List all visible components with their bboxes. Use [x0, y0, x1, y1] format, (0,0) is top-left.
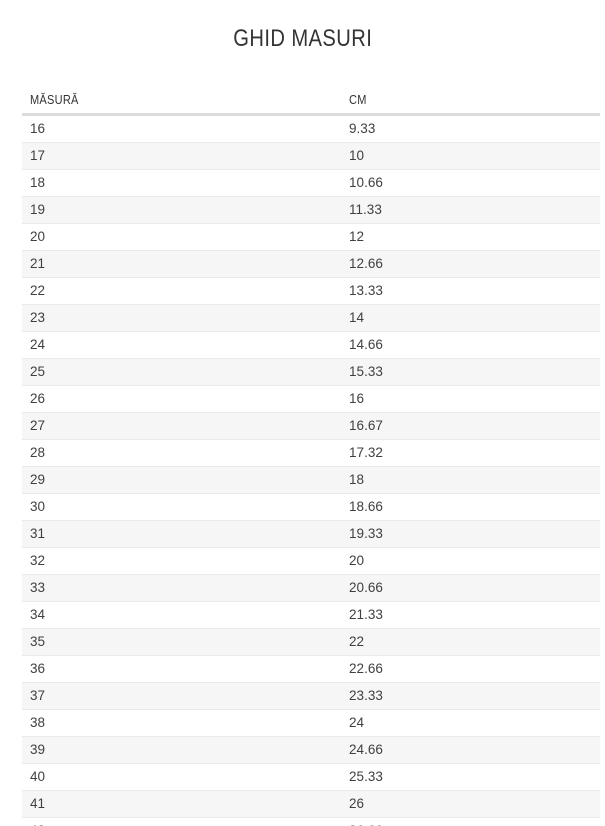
- cm-cell: 20: [341, 547, 600, 575]
- table-row: 18 10.66: [22, 169, 600, 197]
- header-row: MĂSURĂ CM: [22, 89, 600, 116]
- size-cell: 18: [22, 169, 342, 197]
- size-cell: 23: [22, 304, 342, 332]
- table-row: 31 19.33: [22, 520, 600, 548]
- size-cell: 41: [22, 790, 342, 818]
- table-row: 34 21.33: [22, 601, 600, 629]
- size-cell: 24: [22, 331, 342, 359]
- size-cell: 38: [22, 709, 342, 737]
- cm-cell: 10.66: [341, 169, 600, 197]
- size-cell: 20: [22, 223, 342, 251]
- size-table-body: 16 9.33 17 10 18 10.66 19 11.33 20 12 21 12.66 22 13.…: [22, 114, 600, 826]
- page-title-text: GHID MASURI: [232, 25, 373, 52]
- size-cell: 42: [22, 817, 342, 826]
- cm-cell: 25.33: [341, 763, 600, 791]
- table-row: 29 18: [22, 466, 600, 494]
- size-table: MĂSURĂ CM 16 9.33 17 10 18 10.66 19 11.33 20 12 21…: [22, 89, 600, 826]
- size-cell: 34: [22, 601, 342, 629]
- size-cell: 21: [22, 250, 342, 278]
- size-cell: 31: [22, 520, 342, 548]
- size-cell: 32: [22, 547, 342, 575]
- table-row: 39 24.66: [22, 736, 600, 764]
- column-header-cm: CM: [341, 89, 600, 116]
- table-row: 32 20: [22, 547, 600, 575]
- size-cell: 37: [22, 682, 342, 710]
- size-cell: 26: [22, 385, 342, 413]
- table-row: 38 24: [22, 709, 600, 737]
- size-cell: 28: [22, 439, 342, 467]
- cm-cell: 24.66: [341, 736, 600, 764]
- cm-cell: 14: [341, 304, 600, 332]
- cm-cell: 10: [341, 142, 600, 170]
- table-row: 19 11.33: [22, 196, 600, 224]
- size-cell: 19: [22, 196, 342, 224]
- size-table-header: MĂSURĂ CM: [22, 89, 600, 116]
- table-row: 30 18.66: [22, 493, 600, 521]
- cm-cell: 13.33: [341, 277, 600, 305]
- size-cell: 30: [22, 493, 342, 521]
- size-cell: 27: [22, 412, 342, 440]
- size-cell: 40: [22, 763, 342, 791]
- table-row: 24 14.66: [22, 331, 600, 359]
- table-row: 25 15.33: [22, 358, 600, 386]
- size-cell: 33: [22, 574, 342, 602]
- table-row: 41 26: [22, 790, 600, 818]
- table-row: 27 16.67: [22, 412, 600, 440]
- table-row: 33 20.66: [22, 574, 600, 602]
- table-row: 23 14: [22, 304, 600, 332]
- cm-cell: 16: [341, 385, 600, 413]
- size-cell: 25: [22, 358, 342, 386]
- cm-cell: 16.67: [341, 412, 600, 440]
- table-row: 35 22: [22, 628, 600, 656]
- cm-cell: 24: [341, 709, 600, 737]
- page-title: GHID MASURI: [0, 27, 605, 51]
- size-cell: 16: [22, 114, 342, 143]
- size-cell: 36: [22, 655, 342, 683]
- size-table-container: MĂSURĂ CM 16 9.33 17 10 18 10.66 19 11.33 20 12 21…: [22, 89, 600, 826]
- size-cell: 17: [22, 142, 342, 170]
- cm-cell: 23.33: [341, 682, 600, 710]
- cm-cell: 9.33: [341, 114, 600, 143]
- size-cell: 29: [22, 466, 342, 494]
- size-cell: 22: [22, 277, 342, 305]
- size-cell: 35: [22, 628, 342, 656]
- table-row: 22 13.33: [22, 277, 600, 305]
- table-row: 16 9.33: [22, 114, 600, 143]
- cm-cell: 12: [341, 223, 600, 251]
- cm-cell: 26: [341, 790, 600, 818]
- table-row: 4226.66: [22, 817, 600, 826]
- table-row: 26 16: [22, 385, 600, 413]
- table-row: 28 17.32: [22, 439, 600, 467]
- table-row: 21 12.66: [22, 250, 600, 278]
- cm-cell: 17.32: [341, 439, 600, 467]
- cm-cell: 26.66: [341, 817, 600, 826]
- size-cell: 39: [22, 736, 342, 764]
- table-row: 20 12: [22, 223, 600, 251]
- cm-cell: 12.66: [341, 250, 600, 278]
- cm-cell: 11.33: [341, 196, 600, 224]
- cm-cell: 15.33: [341, 358, 600, 386]
- column-header-size: MĂSURĂ: [22, 89, 342, 116]
- cm-cell: 20.66: [341, 574, 600, 602]
- cm-cell: 21.33: [341, 601, 600, 629]
- table-row: 40 25.33: [22, 763, 600, 791]
- cm-cell: 22: [341, 628, 600, 656]
- cm-cell: 19.33: [341, 520, 600, 548]
- column-header-cm-label: CM: [349, 93, 367, 107]
- table-row: 36 22.66: [22, 655, 600, 683]
- cm-cell: 18.66: [341, 493, 600, 521]
- column-header-size-label: MĂSURĂ: [30, 93, 79, 107]
- cm-cell: 14.66: [341, 331, 600, 359]
- table-row: 17 10: [22, 142, 600, 170]
- cm-cell: 18: [341, 466, 600, 494]
- table-row: 37 23.33: [22, 682, 600, 710]
- cm-cell: 22.66: [341, 655, 600, 683]
